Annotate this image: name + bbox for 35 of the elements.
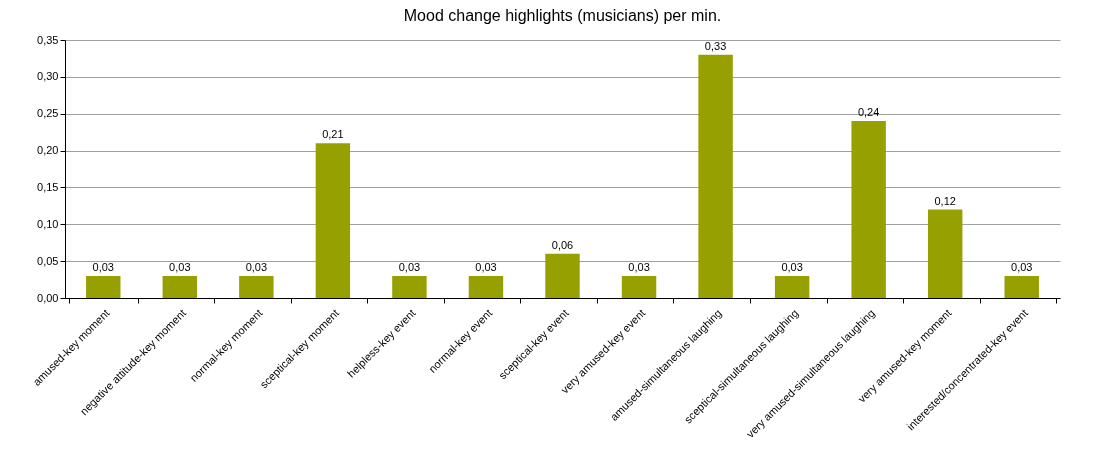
data-label: 0,12 (934, 194, 956, 207)
bar (851, 121, 886, 298)
data-label: 0,03 (245, 260, 268, 273)
bar (927, 209, 963, 298)
data-label: 0,33 (704, 39, 727, 52)
bar (774, 275, 810, 298)
data-label: 0,06 (551, 238, 574, 251)
bar (621, 275, 657, 298)
bar (162, 275, 198, 298)
data-label: 0,03 (628, 260, 650, 273)
chart-title: Mood change highlights (musicians) per min. (403, 7, 722, 24)
data-label: 0,03 (398, 260, 421, 273)
y-tick-label: 0,10 (37, 217, 59, 230)
data-label: 0,24 (857, 106, 880, 119)
data-label: 0,03 (1011, 260, 1033, 273)
data-label: 0,03 (169, 260, 191, 273)
bar (468, 275, 504, 298)
bar (392, 275, 427, 298)
y-tick-label: 0,35 (37, 33, 59, 46)
y-tick-label: 0,20 (37, 144, 59, 157)
bar (1004, 275, 1039, 298)
data-label: 0,21 (322, 128, 344, 141)
bar (545, 253, 580, 298)
y-tick-label: 0,15 (37, 180, 59, 193)
y-tick-label: 0,25 (37, 107, 59, 120)
bar (698, 54, 733, 298)
data-label: 0,03 (92, 260, 114, 273)
bar (86, 275, 121, 298)
bar (315, 143, 351, 298)
data-label: 0,03 (475, 260, 497, 273)
data-label: 0,03 (781, 260, 803, 273)
bar (239, 275, 274, 298)
y-tick-label: 0,05 (37, 254, 59, 267)
y-tick-label: 0,30 (37, 70, 59, 83)
y-tick-label: 0,00 (37, 291, 59, 304)
